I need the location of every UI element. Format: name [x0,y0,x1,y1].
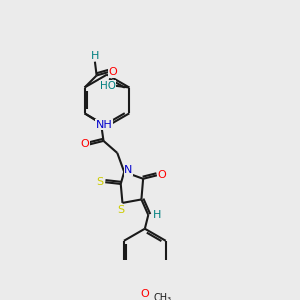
Text: O: O [140,289,149,299]
Text: S: S [97,177,104,187]
Text: H: H [91,51,99,61]
Text: O: O [80,139,89,149]
Text: CH₃: CH₃ [153,292,171,300]
Text: O: O [109,67,117,77]
Text: NH: NH [96,119,113,130]
Text: S: S [117,205,124,215]
Text: O: O [158,170,167,180]
Text: HO: HO [100,81,116,91]
Text: N: N [124,165,133,175]
Text: H: H [153,210,161,220]
